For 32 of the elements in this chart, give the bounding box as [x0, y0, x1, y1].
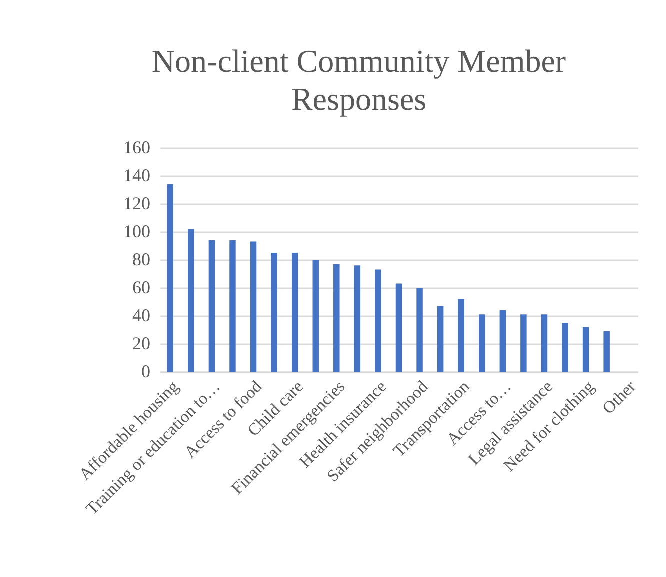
chart-title: Non-client Community Member Responses	[152, 43, 566, 117]
y-tick-label: 60	[132, 278, 150, 298]
bar	[271, 253, 278, 372]
bar	[458, 299, 464, 372]
bar	[500, 310, 506, 372]
y-tick-label: 40	[132, 306, 150, 326]
bar	[416, 288, 423, 372]
bar	[167, 184, 174, 372]
y-tick-label: 140	[124, 166, 150, 186]
bar	[375, 270, 382, 372]
y-tick-label: 0	[142, 362, 150, 382]
bar	[604, 331, 610, 372]
bar	[520, 314, 527, 372]
y-tick-label: 80	[132, 250, 150, 270]
bar	[562, 323, 568, 372]
bar	[437, 306, 444, 372]
y-tick-label: 160	[124, 138, 150, 158]
bar	[479, 314, 486, 372]
bar	[582, 327, 590, 372]
bar	[354, 266, 361, 372]
y-tick-label: 20	[132, 334, 150, 354]
bar	[208, 240, 216, 372]
bar	[188, 229, 194, 372]
bar	[230, 240, 236, 372]
bar	[396, 284, 402, 372]
bar	[292, 253, 298, 372]
bar	[312, 260, 319, 372]
bar	[334, 264, 340, 372]
bar	[250, 242, 257, 372]
y-tick-label: 120	[124, 194, 150, 214]
y-tick-label: 100	[124, 222, 150, 242]
bar	[541, 314, 548, 372]
